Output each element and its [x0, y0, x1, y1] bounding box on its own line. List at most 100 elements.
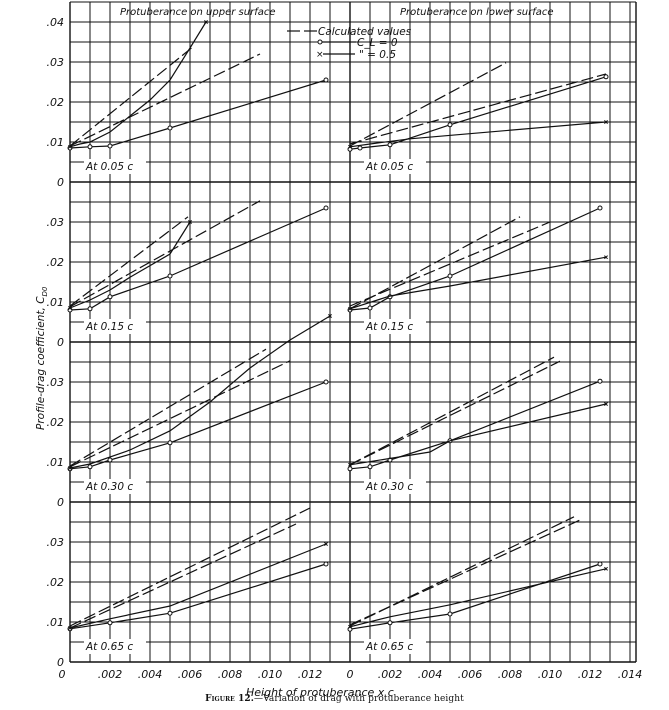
- panel-location-label: At 0.15 c: [85, 321, 133, 333]
- panel-upper-065: At 0.65 c: [67, 507, 329, 654]
- measured-line: [349, 76, 607, 150]
- panel-upper-030: At 0.30 c: [67, 314, 332, 494]
- calculated-line: [349, 356, 555, 466]
- circle-marker-icon: [323, 379, 329, 385]
- x-tick-label: .004: [138, 668, 163, 681]
- y-tick-label: 0: [57, 336, 64, 349]
- caption-text: —Variation of drag with protuberance hei…: [254, 694, 464, 704]
- chart-panels: At 0.05 c At 0.05 c At 0.15 c At 0.15 c At 0…: [67, 20, 609, 654]
- y-tick-label: 0: [57, 656, 64, 669]
- x-tick-label: .012: [298, 668, 323, 681]
- circle-marker-icon: [447, 273, 453, 279]
- calculated-line: [69, 348, 267, 467]
- panel-upper-005: At 0.05 c: [67, 20, 329, 174]
- panel-upper-015: At 0.15 c: [67, 200, 329, 334]
- measured-line: [69, 79, 327, 149]
- x-tick-label: 0: [59, 668, 66, 681]
- panel-location-label: At 0.30 c: [365, 481, 413, 493]
- measured-line: [69, 21, 207, 148]
- measured-line: [69, 563, 327, 630]
- y-tick-label: .01: [47, 616, 65, 629]
- circle-marker-icon: [597, 205, 603, 211]
- x-tick-label: .008: [498, 668, 523, 681]
- y-tick-label: .01: [47, 136, 65, 149]
- x-tick-label: .004: [418, 668, 443, 681]
- legend-circle-marker-icon: [317, 39, 323, 45]
- calculated-line: [69, 507, 311, 627]
- circle-marker-icon: [323, 205, 329, 211]
- calculated-line: [69, 360, 291, 468]
- panel-location-label: At 0.15 c: [365, 321, 413, 333]
- circle-marker-icon: [597, 378, 603, 384]
- measured-line: [349, 563, 601, 630]
- circle-marker-icon: [107, 620, 113, 626]
- measured-line: [69, 543, 327, 629]
- caption-prefix: Figure 12.: [205, 694, 255, 704]
- circle-marker-icon: [447, 122, 453, 128]
- cross-marker-icon: [324, 542, 328, 546]
- circle-marker-icon: [167, 273, 173, 279]
- calculated-line: [69, 200, 261, 308]
- calculated-line: [349, 73, 607, 145]
- x-axis-label: Height of protuberance x c: [246, 686, 394, 699]
- calculated-line: [69, 53, 261, 147]
- y-tick-label: .01: [47, 296, 65, 309]
- measured-line: [69, 315, 331, 469]
- y-tick-label: .03: [47, 216, 65, 229]
- x-tick-label: .014: [618, 668, 643, 681]
- x-tick-label: .010: [258, 668, 283, 681]
- x-tick-label: .002: [378, 668, 403, 681]
- figure-caption: Figure 12.—Variation of drag with protub…: [0, 694, 669, 704]
- circle-marker-icon: [167, 440, 173, 446]
- y-tick-label: .03: [47, 536, 65, 549]
- circle-marker-icon: [357, 145, 363, 151]
- panel-location-label: At 0.65 c: [365, 641, 413, 653]
- legend-calculated-label: Calculated values: [318, 26, 412, 38]
- circle-marker-icon: [167, 125, 173, 131]
- circle-marker-icon: [347, 466, 353, 472]
- x-tick-label: .012: [578, 668, 603, 681]
- calculated-line: [69, 216, 189, 307]
- y-tick-label: .03: [47, 376, 65, 389]
- cross-marker-icon: [604, 566, 608, 571]
- y-tick-label: .02: [47, 256, 65, 269]
- y-tick-label: .03: [47, 56, 65, 69]
- circle-marker-icon: [387, 620, 393, 626]
- calculated-line: [349, 221, 551, 307]
- y-tick-label: .01: [47, 456, 65, 469]
- cross-marker-icon: [604, 255, 608, 260]
- circle-marker-icon: [167, 610, 173, 616]
- circle-marker-icon: [597, 561, 603, 567]
- panel-lower-065: At 0.65 c: [347, 516, 608, 654]
- cross-marker-icon: [68, 306, 72, 310]
- calculated-line: [69, 523, 297, 629]
- circle-marker-icon: [323, 77, 329, 83]
- circle-marker-icon: [87, 306, 93, 312]
- circle-marker-icon: [323, 561, 329, 567]
- calculated-line: [349, 216, 521, 310]
- calculated-line: [349, 62, 507, 147]
- y-tick-label: 0: [57, 176, 64, 189]
- measured-line: [349, 121, 607, 148]
- measured-line: [349, 207, 601, 311]
- axis-tick-labels: 0 .01 .02 .03 .04 0 .01 .02 .03 0 .01 .02 .03 0 .01 .02…: [47, 16, 643, 681]
- cross-marker-icon: [604, 402, 608, 406]
- circle-marker-icon: [107, 143, 113, 149]
- cross-marker-icon: [328, 314, 332, 318]
- column-title-upper: Protuberance on upper surface: [120, 7, 276, 18]
- panel-lower-030: At 0.30 c: [347, 356, 608, 494]
- grid: [69, 1, 637, 663]
- measured-line: [349, 380, 601, 470]
- panel-location-label: At 0.05 c: [365, 161, 413, 173]
- panel-location-label: At 0.30 c: [85, 481, 133, 493]
- cross-marker-icon: [188, 220, 192, 224]
- measured-line: [69, 381, 327, 470]
- circle-marker-icon: [107, 457, 113, 463]
- measured-line: [349, 256, 607, 310]
- panel-location-label: At 0.05 c: [85, 161, 133, 173]
- cross-marker-icon: [604, 120, 608, 124]
- y-tick-label: 0: [57, 496, 64, 509]
- x-tick-label: .006: [458, 668, 483, 681]
- legend-cl05-label: " = 0.5: [359, 49, 396, 61]
